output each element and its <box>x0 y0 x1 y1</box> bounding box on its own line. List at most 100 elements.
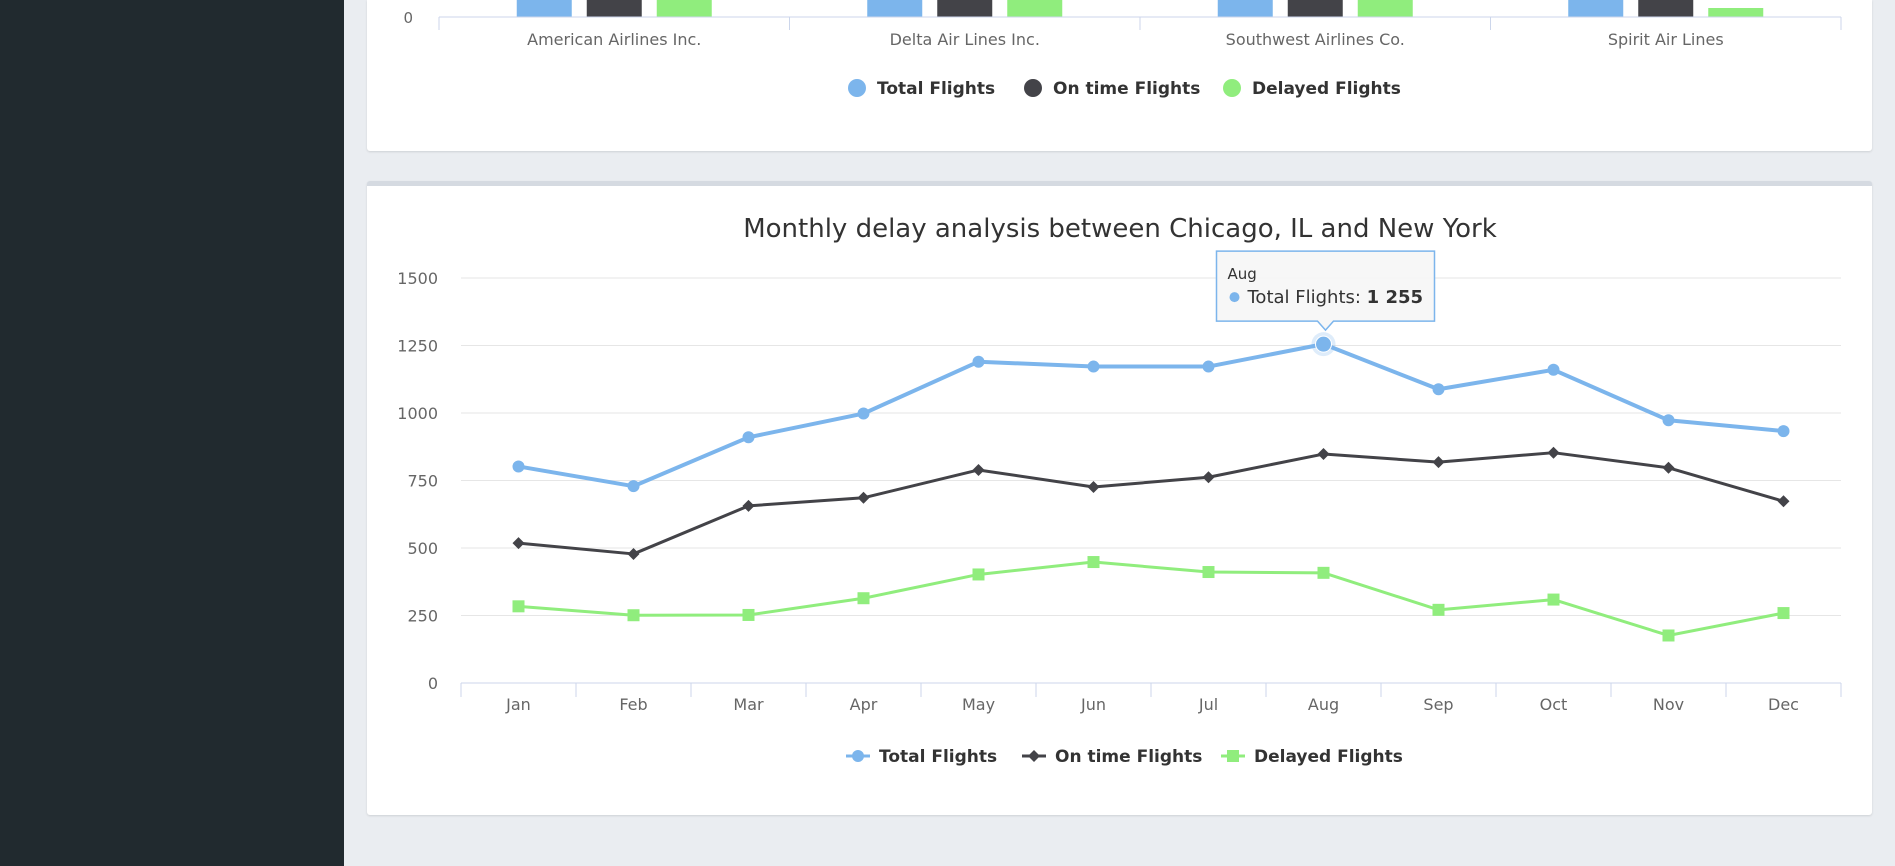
data-point[interactable] <box>972 355 985 368</box>
x-category-label: American Airlines Inc. <box>527 30 701 49</box>
x-tick-label: Oct <box>1540 695 1568 714</box>
data-point[interactable] <box>1087 556 1100 569</box>
legend-symbol <box>848 79 866 97</box>
legend-symbol <box>1227 750 1239 762</box>
legend-symbol <box>852 750 864 762</box>
y-tick-label: 0 <box>428 674 438 693</box>
x-tick-label: Jul <box>1198 695 1218 714</box>
data-point[interactable] <box>1547 446 1560 459</box>
tooltip-label: Total Flights: <box>1247 287 1367 308</box>
data-point[interactable] <box>1202 471 1215 484</box>
bar[interactable] <box>1217 0 1273 17</box>
tooltip <box>1215 250 1436 332</box>
bar[interactable] <box>1708 8 1764 17</box>
airline-bar-chart: 0 American Airlines Inc. Delta Air Lines … <box>403 0 1842 99</box>
series-line <box>518 560 1784 637</box>
data-point[interactable] <box>857 407 870 420</box>
data-point[interactable] <box>1317 566 1330 579</box>
legend-item[interactable]: On time Flights <box>1053 79 1200 99</box>
data-point[interactable] <box>1202 360 1215 373</box>
data-point[interactable] <box>1432 603 1445 616</box>
data-point[interactable] <box>1777 607 1790 620</box>
data-point[interactable] <box>512 537 525 550</box>
legend-item[interactable]: Total Flights <box>877 79 995 99</box>
data-point[interactable] <box>1317 448 1330 461</box>
series-line <box>518 451 1784 556</box>
bar[interactable] <box>1357 0 1413 17</box>
series-total-flights <box>512 338 1790 493</box>
data-point[interactable] <box>742 431 755 444</box>
tooltip-text: Total Flights: 1 255 <box>1247 287 1424 308</box>
tooltip-symbol <box>1229 292 1240 303</box>
tooltip-category: Aug <box>1228 265 1257 283</box>
data-point[interactable] <box>1777 495 1790 508</box>
data-point[interactable] <box>857 491 870 504</box>
data-point[interactable] <box>1432 383 1445 396</box>
legend-item[interactable]: Delayed Flights <box>1254 747 1403 767</box>
series-on-time-flights <box>512 446 1790 560</box>
x-tick-label: Jun <box>1080 695 1106 714</box>
data-point[interactable] <box>742 608 755 621</box>
legend-item[interactable]: Total Flights <box>879 747 997 767</box>
y-tick-label: 250 <box>407 607 438 626</box>
data-point[interactable] <box>1547 363 1560 376</box>
data-point[interactable] <box>1087 480 1100 493</box>
y-tick-label: 1500 <box>397 269 438 288</box>
data-point[interactable] <box>1547 593 1560 606</box>
legend-item[interactable]: Delayed Flights <box>1252 79 1401 99</box>
bar[interactable] <box>1568 0 1624 17</box>
x-category-label: Southwest Airlines Co. <box>1226 30 1405 49</box>
bar[interactable] <box>516 0 572 17</box>
x-tick-label: Apr <box>850 695 878 714</box>
monthly-delay-chart-card: Monthly delay analysis between Chicago, … <box>367 181 1872 815</box>
legend-symbol <box>1028 750 1040 762</box>
data-point[interactable] <box>1662 414 1675 427</box>
hover-point[interactable] <box>1315 335 1332 353</box>
data-point[interactable] <box>627 609 640 622</box>
x-tick-label: May <box>962 695 995 714</box>
data-point[interactable] <box>857 592 870 605</box>
data-point[interactable] <box>1662 461 1675 474</box>
data-point[interactable] <box>1087 360 1100 373</box>
data-point[interactable] <box>1662 629 1675 642</box>
x-category-label: Delta Air Lines Inc. <box>890 30 1040 49</box>
data-point[interactable] <box>512 460 525 473</box>
x-tick-label: Mar <box>733 695 764 714</box>
x-tick-label: Nov <box>1653 695 1684 714</box>
monthly-delay-chart: Monthly delay analysis between Chicago, … <box>397 214 1842 767</box>
y-tick-label: 1250 <box>397 337 438 356</box>
y-tick-label: 500 <box>407 539 438 558</box>
series-delayed-flights <box>512 556 1790 642</box>
bar[interactable] <box>937 0 993 17</box>
legend-item[interactable]: On time Flights <box>1055 747 1202 767</box>
x-tick-label: Jan <box>505 695 531 714</box>
legend-symbol <box>1223 79 1241 97</box>
x-tick-label: Aug <box>1308 695 1339 714</box>
data-point[interactable] <box>627 547 640 560</box>
bar[interactable] <box>1007 0 1063 17</box>
data-point[interactable] <box>512 600 525 613</box>
bar[interactable] <box>1287 0 1343 17</box>
x-tick-label: Feb <box>619 695 647 714</box>
data-point[interactable] <box>742 499 755 512</box>
data-point[interactable] <box>1432 456 1445 469</box>
legend-symbol <box>1024 79 1042 97</box>
y-tick-label: 750 <box>407 472 438 491</box>
data-point[interactable] <box>1202 566 1215 579</box>
x-tick-label: Dec <box>1768 695 1799 714</box>
x-category-label: Spirit Air Lines <box>1608 30 1724 49</box>
bar[interactable] <box>656 0 712 17</box>
y-tick-label: 1000 <box>397 404 438 423</box>
tooltip-value: 1 255 <box>1367 287 1423 308</box>
y-tick-label: 0 <box>403 9 413 27</box>
bar[interactable] <box>867 0 923 17</box>
bar[interactable] <box>1638 0 1694 17</box>
bar[interactable] <box>586 0 642 17</box>
airline-bar-chart-card: 0 American Airlines Inc. Delta Air Lines … <box>367 0 1872 151</box>
data-point[interactable] <box>972 568 985 581</box>
series-line <box>518 342 1784 489</box>
data-point[interactable] <box>627 480 640 493</box>
data-point[interactable] <box>972 463 985 476</box>
x-tick-label: Sep <box>1423 695 1453 714</box>
data-point[interactable] <box>1777 425 1790 438</box>
